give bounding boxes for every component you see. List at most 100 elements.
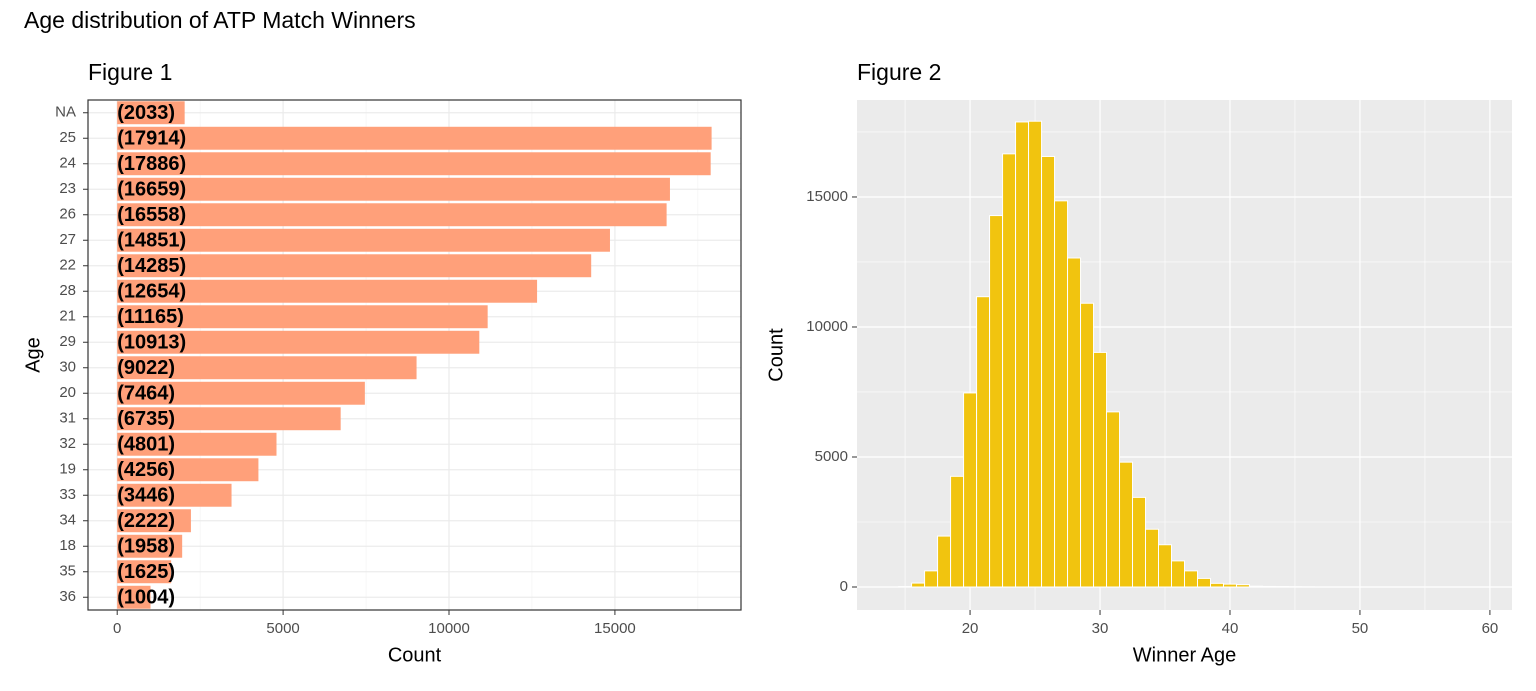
histogram-bar — [950, 475, 965, 588]
bar — [117, 279, 538, 303]
y-tick-label: 25 — [59, 129, 76, 146]
x-tick-label: 30 — [1092, 620, 1109, 637]
y-axis-title: Age — [22, 337, 44, 373]
x-axis-title: Winner Age — [1133, 644, 1236, 666]
bar — [117, 330, 480, 354]
y-tick-label: 33 — [59, 486, 76, 503]
histogram-bar — [1158, 544, 1173, 588]
histogram-bar — [1054, 200, 1069, 588]
histogram-bar — [1184, 570, 1198, 588]
value-label: (17886) — [117, 153, 186, 175]
bar — [117, 152, 711, 176]
y-tick-label: 0 — [840, 578, 848, 595]
histogram-bar — [989, 215, 1004, 588]
value-label: (12654) — [117, 281, 186, 303]
x-tick-label: 5000 — [266, 620, 299, 637]
y-tick-label: 19 — [59, 461, 76, 478]
histogram-bar — [1002, 153, 1017, 588]
value-label: (1625) — [117, 561, 175, 583]
value-label: (6735) — [117, 408, 175, 430]
x-tick-label: 60 — [1482, 620, 1499, 637]
bar — [117, 458, 259, 482]
value-label: (4801) — [117, 434, 175, 456]
value-label: (9022) — [117, 357, 175, 379]
value-label: (11165) — [117, 306, 184, 328]
bar — [117, 177, 670, 201]
histogram-bar — [1119, 461, 1134, 588]
x-tick-label: 0 — [113, 620, 121, 637]
histogram-bar — [1028, 120, 1043, 588]
x-tick-label: 10000 — [428, 620, 470, 637]
histogram-bar — [1261, 585, 1276, 588]
histogram-bar — [1235, 584, 1250, 588]
y-tick-label: 29 — [59, 333, 76, 350]
value-label: (4256) — [117, 459, 175, 481]
bar — [117, 509, 191, 533]
x-tick-label: 40 — [1222, 620, 1239, 637]
bar — [117, 585, 151, 609]
value-label: (3446) — [117, 485, 175, 507]
value-label: (1004) — [117, 587, 175, 609]
value-label: (14285) — [117, 255, 186, 277]
y-tick-label: NA — [55, 104, 76, 121]
value-label: (16558) — [117, 204, 186, 226]
bar — [117, 534, 183, 558]
bar — [117, 356, 417, 380]
histogram-bar — [1196, 577, 1211, 588]
y-tick-label: 22 — [59, 257, 76, 274]
value-label: (10913) — [117, 332, 186, 354]
histogram-bar — [937, 535, 952, 588]
histogram-bar — [1222, 583, 1237, 588]
bar — [117, 407, 341, 431]
y-tick-label: 15000 — [806, 188, 848, 205]
histogram-bar — [963, 392, 978, 588]
y-tick-label: 21 — [59, 308, 76, 325]
x-tick-label: 20 — [962, 620, 979, 637]
y-tick-label: 10000 — [806, 318, 848, 335]
y-tick-label: 24 — [59, 155, 76, 172]
y-tick-label: 35 — [59, 563, 76, 580]
chart-title: Figure 2 — [857, 59, 941, 85]
bar — [117, 432, 277, 456]
value-label: (2033) — [117, 102, 175, 124]
y-axis-title: Count — [765, 328, 787, 382]
y-tick-label: 26 — [59, 206, 76, 223]
panel — [88, 100, 741, 610]
histogram-bar — [1209, 582, 1224, 588]
y-tick-label: 36 — [59, 588, 76, 605]
y-tick-label: 32 — [59, 435, 76, 452]
y-tick-label: 27 — [59, 231, 76, 248]
histogram-bar — [911, 582, 926, 588]
x-tick-label: 50 — [1352, 620, 1369, 637]
value-label: (16659) — [117, 179, 186, 201]
histogram-bar — [1093, 351, 1108, 588]
value-label: (2222) — [117, 510, 175, 532]
bar — [117, 126, 712, 150]
y-tick-label: 30 — [59, 359, 76, 376]
histogram-bar — [1106, 411, 1121, 588]
value-label: (7464) — [117, 383, 175, 405]
chart-title: Figure 1 — [88, 59, 172, 85]
bar — [117, 560, 172, 584]
histogram-bar — [1145, 528, 1160, 588]
bar — [117, 228, 610, 252]
panel-border — [87, 99, 742, 611]
bar — [117, 101, 185, 125]
value-label: (17914) — [117, 128, 186, 150]
y-tick-label: 34 — [59, 512, 76, 529]
bar — [117, 483, 232, 507]
y-tick-label: 28 — [59, 282, 76, 299]
y-tick-label: 23 — [59, 180, 76, 197]
histogram-bar — [1248, 585, 1263, 588]
x-tick-label: 15000 — [594, 620, 636, 637]
y-tick-label: 31 — [59, 410, 76, 427]
y-tick-label: 20 — [59, 384, 76, 401]
x-axis-title: Count — [388, 644, 442, 666]
y-tick-label: 5000 — [815, 448, 848, 465]
page-title: Age distribution of ATP Match Winners — [24, 7, 416, 33]
bar — [117, 381, 365, 405]
y-tick-label: 18 — [59, 537, 76, 554]
bar — [117, 254, 592, 278]
histogram-bar — [1080, 302, 1095, 588]
